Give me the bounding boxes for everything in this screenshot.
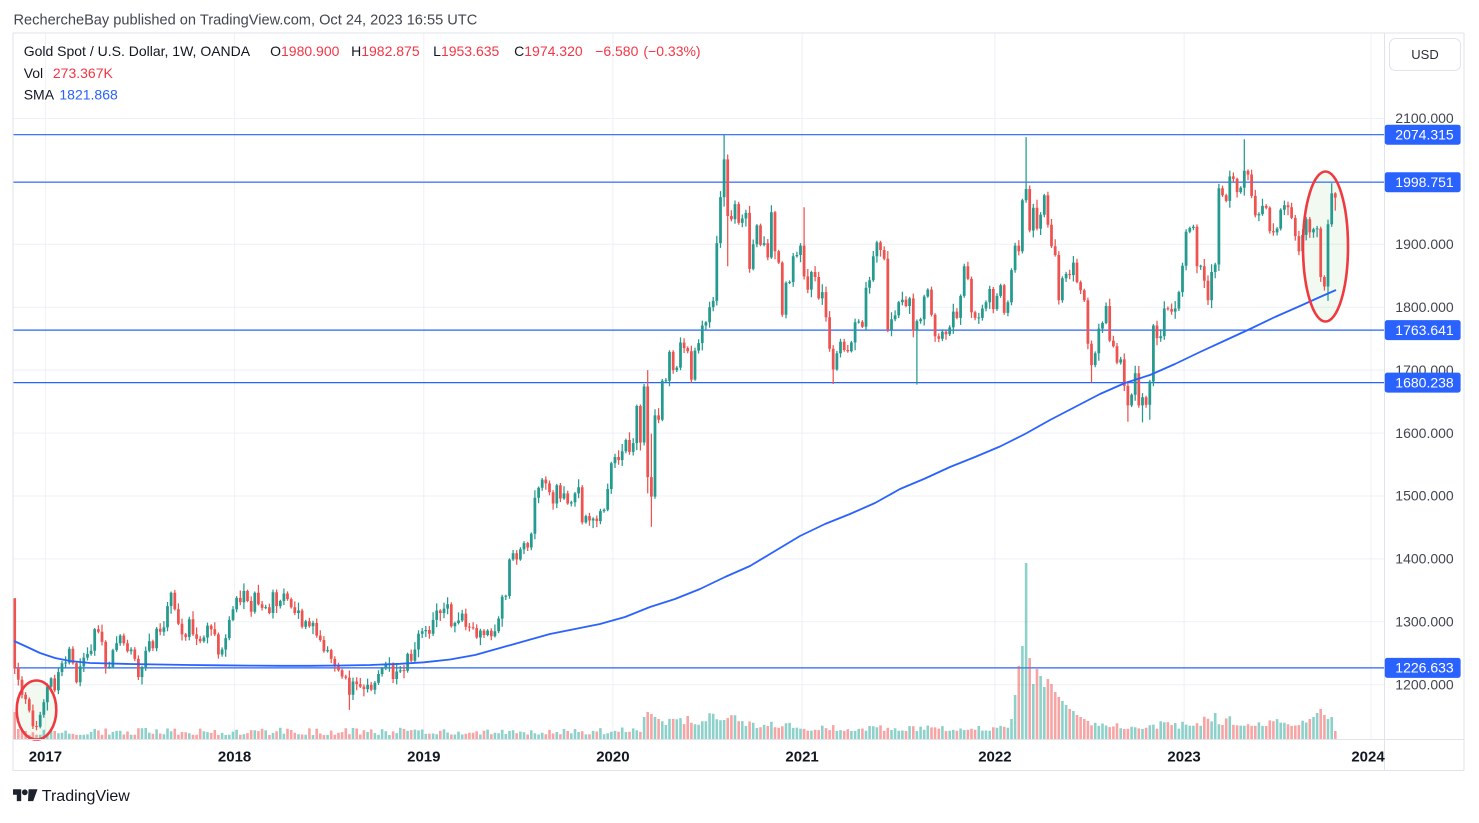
svg-text:273.367K: 273.367K [53,65,114,81]
svg-text:1300.000: 1300.000 [1395,614,1454,630]
svg-text:2019: 2019 [407,749,440,766]
svg-text:2023: 2023 [1167,749,1200,766]
svg-text:1821.868: 1821.868 [59,87,118,103]
svg-text:1800.000: 1800.000 [1395,299,1454,315]
svg-text:1900.000: 1900.000 [1395,236,1454,252]
svg-text:2100.000: 2100.000 [1395,110,1454,126]
svg-text:Vol: Vol [24,65,43,81]
svg-text:USD: USD [1411,47,1438,62]
svg-text:RechercheBay published on Trad: RechercheBay published on TradingView.co… [14,13,478,29]
svg-text:SMA: SMA [24,87,55,103]
svg-text:2024: 2024 [1351,749,1385,766]
svg-text:2074.315: 2074.315 [1395,127,1454,143]
svg-text:1680.238: 1680.238 [1395,374,1454,390]
svg-text:Gold Spot / U.S. Dollar, 1W, O: Gold Spot / U.S. Dollar, 1W, OANDA O1980.… [24,43,701,59]
svg-text:1998.751: 1998.751 [1395,174,1454,190]
svg-text:1200.000: 1200.000 [1395,676,1454,692]
svg-text:2021: 2021 [785,749,818,766]
svg-text:2018: 2018 [218,749,251,766]
svg-text:2017: 2017 [29,749,62,766]
svg-text:1500.000: 1500.000 [1395,488,1454,504]
svg-text:TradingView: TradingView [42,788,130,805]
svg-text:2020: 2020 [596,749,629,766]
svg-text:1600.000: 1600.000 [1395,425,1454,441]
svg-text:1763.641: 1763.641 [1395,322,1454,338]
svg-text:1226.633: 1226.633 [1395,660,1454,676]
svg-text:1400.000: 1400.000 [1395,551,1454,567]
svg-text:2022: 2022 [978,749,1011,766]
